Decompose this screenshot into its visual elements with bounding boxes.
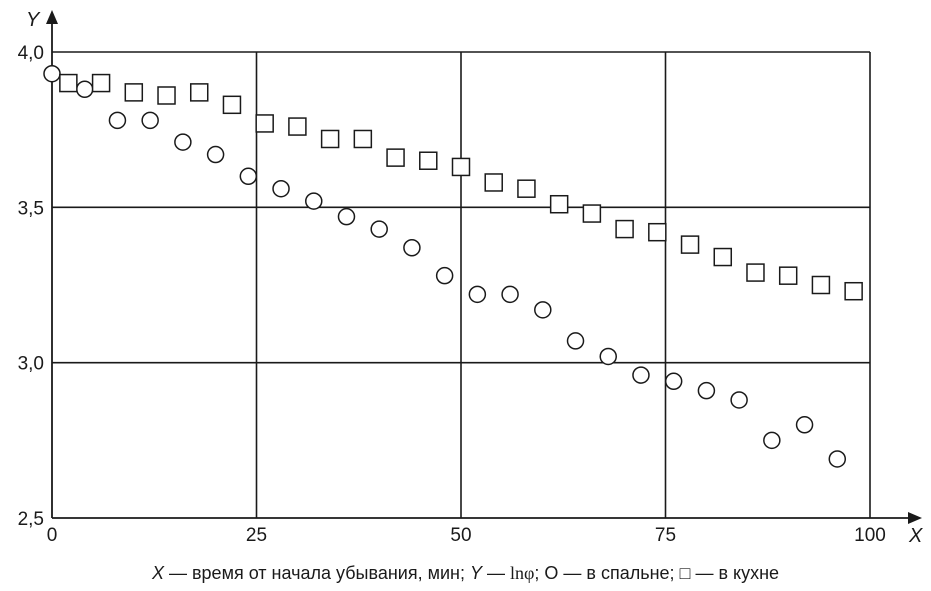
x-tick-label: 75 (655, 525, 676, 546)
data-point-square (353, 129, 373, 149)
data-point-circle (239, 167, 258, 186)
caption-y-symbol: Y (469, 563, 482, 583)
data-point-square (91, 73, 111, 93)
data-point-circle (501, 285, 519, 304)
data-point-square (222, 95, 242, 115)
data-point-circle (305, 192, 323, 210)
x-tick-label: 50 (450, 525, 471, 546)
caption-y-description: lnφ (509, 563, 535, 583)
data-point-circle (664, 372, 683, 391)
data-point-square (680, 235, 700, 254)
data-point-square (320, 129, 340, 149)
data-point-circle (206, 145, 225, 164)
data-point-circle (599, 347, 617, 366)
data-point-circle (534, 301, 552, 319)
data-point-square (844, 281, 863, 301)
data-point-square (157, 86, 176, 105)
data-point-circle (75, 80, 94, 99)
data-point-square (648, 222, 667, 242)
data-point-circle (828, 450, 847, 468)
data-point-square (386, 148, 405, 167)
grid-lines (52, 51, 871, 518)
data-point-circle (795, 416, 814, 434)
data-point-circle (468, 285, 487, 304)
data-point-square (778, 266, 798, 285)
y-axis-arrow (46, 10, 58, 24)
data-point-circle (43, 64, 61, 83)
caption-square-symbol: □ (679, 563, 691, 583)
data-point-circle (337, 207, 356, 226)
data-point-circle (435, 266, 454, 285)
data-point-square (288, 117, 307, 136)
data-point-square (615, 219, 634, 239)
data-point-square (59, 73, 78, 93)
data-point-circle (403, 238, 421, 257)
x-axis-arrow (908, 512, 922, 524)
x-tick-label: 100 (854, 525, 886, 546)
data-point-square (811, 275, 831, 295)
caption-x-symbol: X (151, 563, 164, 583)
data-point-circle (632, 366, 650, 384)
data-point-circle (141, 111, 159, 130)
data-point-square (419, 151, 438, 170)
caption-x-description: — время от начала убывания, мин; (163, 563, 470, 583)
data-point-circle (272, 179, 290, 198)
axes (46, 10, 922, 524)
data-point-square (189, 83, 209, 102)
data-point-square (746, 263, 765, 282)
caption-square-description: — в кухне (690, 563, 780, 583)
data-point-circle (108, 111, 127, 130)
data-point-square (549, 194, 569, 214)
caption-circle-symbol: ; О (534, 563, 559, 583)
data-point-circle (566, 332, 585, 350)
data-point-square (255, 114, 274, 133)
x-tick-label: 0 (47, 525, 58, 546)
caption-y-dash: — (481, 563, 510, 583)
data-point-square (451, 157, 471, 177)
x-axis-label: X (908, 525, 923, 547)
data-point-square (484, 173, 503, 192)
caption-circle-description: — в спальне; (558, 563, 680, 583)
x-tick-label: 25 (246, 525, 267, 546)
scatter-chart: 0 25 50 75 100 2,5 3,0 3,5 4,0 X Y (18, 9, 923, 547)
y-tick-label: 4,0 (18, 43, 44, 64)
y-tick-label: 3,0 (18, 354, 44, 375)
x-tick-labels: 0 25 50 75 100 (47, 525, 886, 546)
y-tick-labels: 2,5 3,0 3,5 4,0 (18, 43, 44, 530)
data-point-circle (697, 381, 716, 400)
figure-caption: X — время от начала убывания, мин; Y — l… (0, 563, 931, 584)
data-markers (43, 64, 863, 468)
data-point-circle (763, 431, 781, 450)
data-point-circle (370, 220, 388, 238)
data-point-square (517, 179, 536, 198)
data-point-circle (730, 391, 748, 409)
y-tick-label: 2,5 (18, 509, 44, 530)
y-tick-label: 3,5 (18, 198, 44, 219)
data-point-circle (174, 133, 192, 151)
data-point-square (124, 83, 144, 102)
y-axis-label: Y (26, 9, 41, 31)
data-point-square (582, 204, 602, 223)
data-point-square (713, 247, 733, 267)
